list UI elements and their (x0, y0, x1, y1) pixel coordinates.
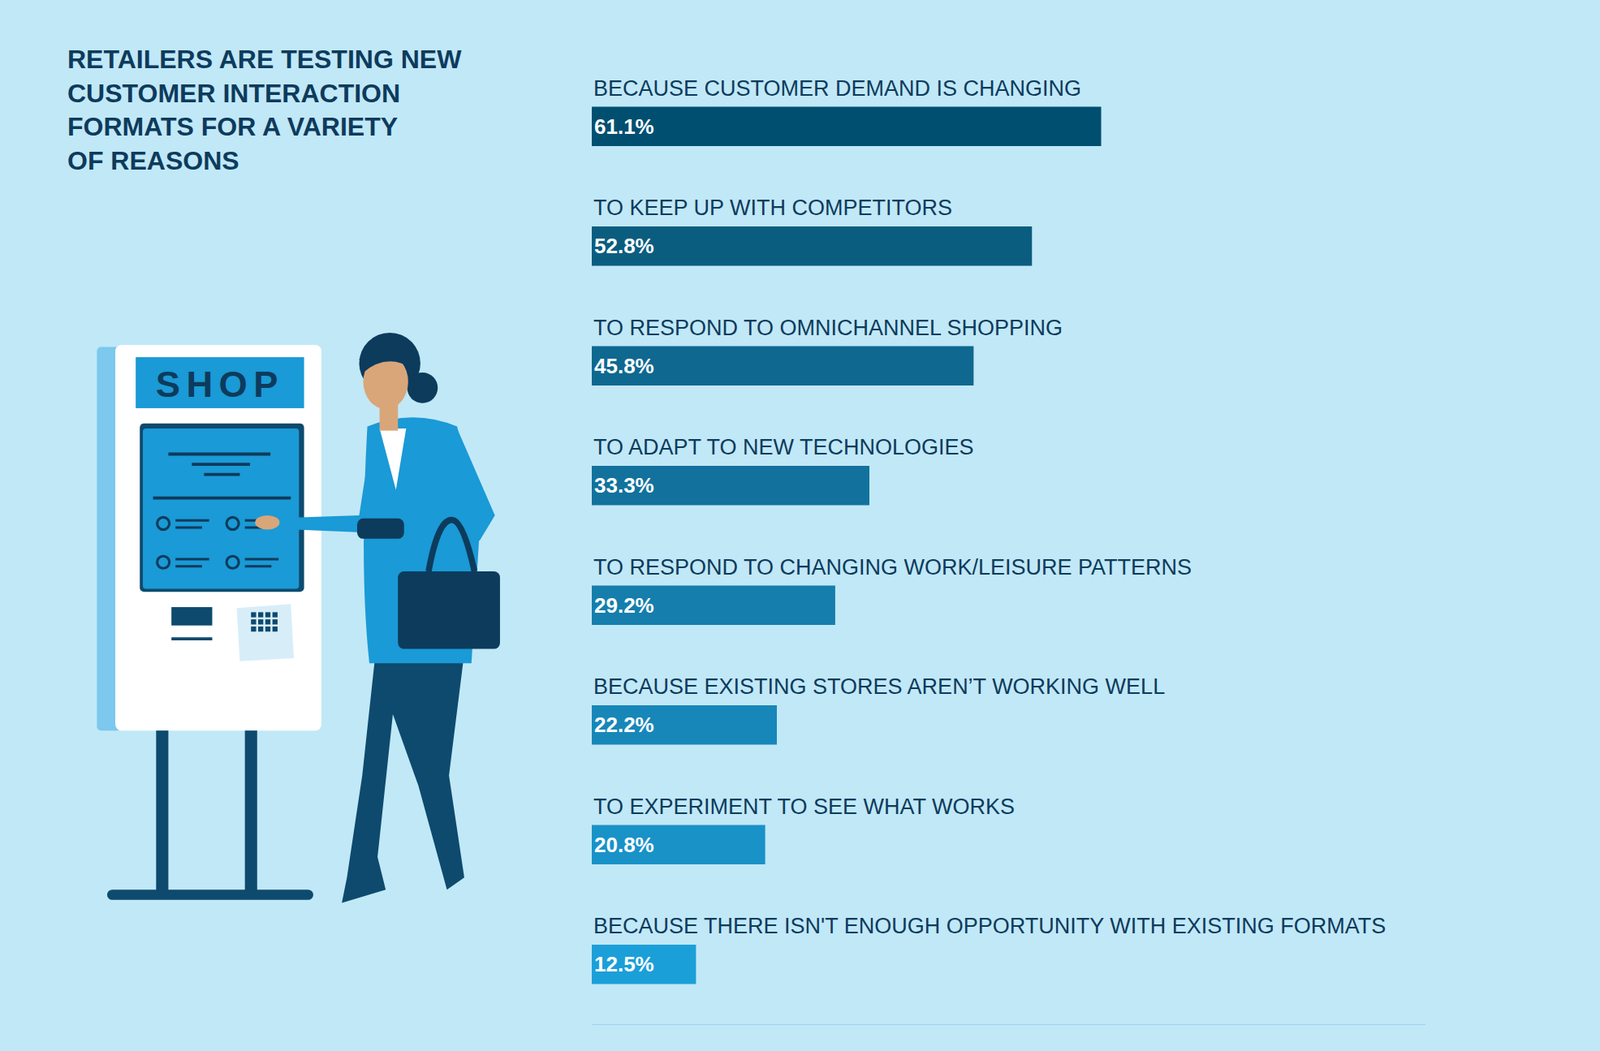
svg-text:BECAUSE CUSTOMER DEMAND IS CHA: BECAUSE CUSTOMER DEMAND IS CHANGING (593, 76, 1082, 101)
svg-text:TO RESPOND TO CHANGING WORK/LE: TO RESPOND TO CHANGING WORK/LEISURE PATT… (593, 555, 1192, 580)
svg-text:TO EXPERIMENT TO SEE WHAT WORK: TO EXPERIMENT TO SEE WHAT WORKS (593, 794, 1015, 820)
svg-text:TO RESPOND TO OMNICHANNEL SHOP: TO RESPOND TO OMNICHANNEL SHOPPING (593, 315, 1063, 341)
svg-text:52.8%: 52.8% (594, 233, 655, 259)
svg-text:45.8%: 45.8% (594, 353, 655, 379)
svg-text:TO KEEP UP WITH COMPETITORS: TO KEEP UP WITH COMPETITORS (593, 195, 953, 220)
svg-text:BECAUSE THERE ISN'T ENOUGH OPP: BECAUSE THERE ISN'T ENOUGH OPPORTUNITY W… (593, 914, 1386, 939)
svg-text:29.2%: 29.2% (594, 593, 655, 618)
svg-text:SHOP: SHOP (155, 363, 285, 406)
svg-text:TO ADAPT TO NEW TECHNOLOGIES: TO ADAPT TO NEW TECHNOLOGIES (593, 435, 975, 460)
svg-text:BECAUSE EXISTING STORES AREN’T: BECAUSE EXISTING STORES AREN’T WORKING W… (593, 674, 1165, 699)
svg-text:22.2%: 22.2% (594, 712, 655, 738)
svg-text:61.1%: 61.1% (594, 114, 655, 139)
svg-text:33.3%: 33.3% (594, 473, 655, 498)
svg-text:12.5%: 12.5% (594, 952, 655, 977)
svg-text:RETAILERS ARE TESTING NEWCUSTO: RETAILERS ARE TESTING NEWCUSTOMER INTERA… (67, 44, 462, 176)
svg-text:20.8%: 20.8% (594, 832, 655, 858)
